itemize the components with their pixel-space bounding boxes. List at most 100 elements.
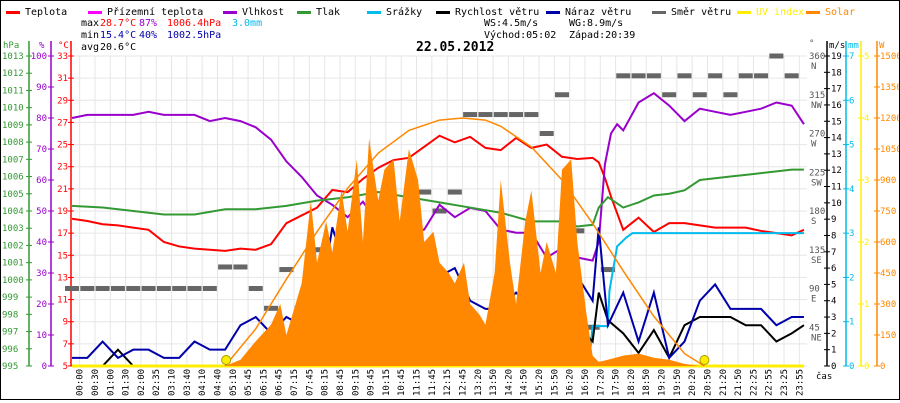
legend-swatch bbox=[737, 11, 751, 14]
stat-min-press: 1002.5hPa bbox=[167, 30, 221, 41]
x-tick-label: 16:20 bbox=[566, 369, 576, 396]
humidity-tick-label: 50 bbox=[36, 207, 47, 217]
wind-direction-mark bbox=[616, 73, 631, 79]
temperature-tick-label: 5 bbox=[63, 362, 68, 372]
uv-tick-label: 4 bbox=[864, 114, 869, 124]
stat-max-hum: 87% bbox=[139, 18, 157, 29]
legend-item: Teplota bbox=[25, 7, 67, 18]
series-teplota bbox=[71, 134, 805, 252]
legend-item: Náraz větru bbox=[565, 6, 631, 18]
x-axis-label: čas bbox=[816, 371, 832, 382]
wind-direction-mark bbox=[80, 286, 95, 291]
legend-item: Solar bbox=[825, 7, 855, 18]
pressure-tick-label: 1003 bbox=[2, 224, 24, 234]
stat-max-rain: 3.0mm bbox=[232, 18, 262, 29]
x-tick-label: 20:50 bbox=[703, 369, 713, 396]
direction-tick-label: 225 bbox=[809, 168, 825, 178]
wind-tick-label: 11 bbox=[831, 183, 842, 193]
solar-tick-label: 1500 bbox=[880, 52, 899, 62]
uv-tick-label: 1 bbox=[864, 300, 869, 310]
temperature-tick-label: 29 bbox=[57, 96, 68, 106]
x-tick-label: 14:50 bbox=[520, 369, 530, 396]
legend-item: Rychlost větru bbox=[455, 6, 539, 18]
temperature-tick-label: 9 bbox=[63, 318, 68, 328]
x-tick-label: 12:45 bbox=[458, 369, 468, 396]
pressure-tick-label: 1002 bbox=[2, 241, 24, 251]
x-tick-label: 00:00 bbox=[76, 369, 86, 396]
series-layer bbox=[65, 53, 805, 368]
wind-direction-mark bbox=[218, 264, 233, 270]
humidity-tick-label: 70 bbox=[36, 145, 47, 155]
wind-direction-mark bbox=[524, 112, 539, 118]
pressure-tick-label: 1004 bbox=[2, 207, 24, 217]
pressure-tick-label: 1008 bbox=[2, 138, 24, 148]
x-tick-label: 17:20 bbox=[596, 369, 606, 396]
wind-direction-mark bbox=[600, 267, 615, 273]
legend-swatch bbox=[88, 11, 102, 14]
x-tick-label: 06:15 bbox=[259, 369, 269, 396]
wind-tick-label: 18 bbox=[831, 68, 842, 78]
temperature-tick-label: 23 bbox=[57, 163, 68, 173]
wind-tick-label: 17 bbox=[831, 85, 842, 95]
wind-tick-label: 1 bbox=[831, 346, 836, 356]
x-tick-label: 03:10 bbox=[168, 369, 178, 396]
wind-direction-mark bbox=[677, 73, 692, 79]
uv-tick-label: 2 bbox=[864, 238, 869, 248]
direction-tick-label: 180 bbox=[809, 207, 825, 217]
x-tick-label: 18:20 bbox=[627, 369, 637, 396]
temperature-tick-label: 27 bbox=[57, 118, 68, 128]
direction-tick-label: 135 bbox=[809, 246, 825, 256]
direction-compass-label: NE bbox=[811, 333, 822, 343]
rain-tick-label: 5 bbox=[849, 141, 854, 151]
humidity-tick-label: 10 bbox=[36, 331, 47, 341]
x-tick-label: 07:45 bbox=[305, 369, 315, 396]
x-tick-label: 13:20 bbox=[474, 369, 484, 396]
wind-direction-mark bbox=[110, 286, 125, 291]
solar-tick-label: 600 bbox=[880, 238, 896, 248]
x-tick-label: 02:00 bbox=[137, 369, 147, 396]
x-tick-label: 13:50 bbox=[489, 369, 499, 396]
stat-sunrise: Východ:05:02 bbox=[484, 29, 556, 41]
wind-tick-label: 4 bbox=[831, 297, 836, 307]
series-tlak bbox=[71, 168, 804, 228]
stat-min-temp: 15.4°C bbox=[100, 30, 136, 41]
wind-direction-mark bbox=[95, 286, 110, 291]
x-tick-label: 20:20 bbox=[688, 369, 698, 396]
stat-avg-label: avg bbox=[81, 42, 99, 53]
humidity-tick-label: 100 bbox=[31, 52, 47, 62]
stat-max-label: max bbox=[81, 18, 99, 29]
temperature-tick-label: 33 bbox=[57, 52, 68, 62]
direction-tick-label: 45 bbox=[809, 323, 820, 333]
solar-tick-label: 150 bbox=[880, 331, 896, 341]
rain-tick-label: 1 bbox=[849, 318, 854, 328]
temperature-tick-label: 25 bbox=[57, 141, 68, 151]
solar-tick-label: 450 bbox=[880, 269, 896, 279]
wind-direction-mark bbox=[248, 286, 263, 291]
temperature-tick-label: 17 bbox=[57, 229, 68, 239]
wind-direction-mark bbox=[692, 92, 707, 98]
wind-tick-label: 14 bbox=[831, 134, 842, 144]
temperature-tick-label: 31 bbox=[57, 74, 68, 84]
wind-tick-label: 8 bbox=[831, 231, 836, 241]
x-tick-label: 21:50 bbox=[734, 369, 744, 396]
stat-max-press: 1006.4hPa bbox=[167, 18, 221, 29]
pressure-tick-label: 997 bbox=[2, 328, 18, 338]
legend-item: Vlhkost bbox=[242, 7, 284, 18]
wind-direction-mark bbox=[463, 112, 478, 118]
x-tick-label: 14:20 bbox=[504, 369, 514, 396]
wind-direction-mark bbox=[754, 73, 769, 79]
stat-min-hum: 40% bbox=[139, 30, 157, 41]
direction-tick-label: 360 bbox=[809, 52, 825, 62]
x-axis-ticks: 00:00 00:30 01:00 01:30 02:00 02:35 03:10 03:40… bbox=[76, 369, 806, 396]
direction-compass-label: SW bbox=[811, 178, 822, 188]
pressure-tick-label: 1000 bbox=[2, 276, 24, 286]
legend-swatch bbox=[806, 11, 820, 14]
wind-direction-mark bbox=[417, 189, 432, 195]
x-tick-label: 00:30 bbox=[91, 369, 101, 396]
wind-direction-mark bbox=[264, 305, 279, 311]
x-tick-label: 01:00 bbox=[106, 369, 116, 396]
rain-tick-label: 3 bbox=[849, 229, 854, 239]
humidity-tick-label: 40 bbox=[36, 238, 47, 248]
legend-item: Přízemní teplota bbox=[107, 6, 203, 18]
